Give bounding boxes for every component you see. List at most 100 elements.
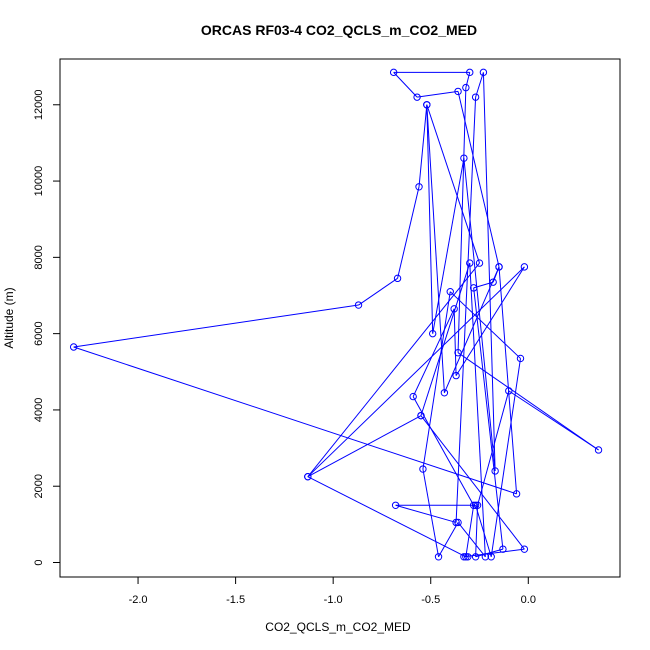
- y-tick-label: 10000: [33, 166, 45, 197]
- data-point: [471, 501, 480, 509]
- series-0-segment: [490, 358, 521, 557]
- series-0-segment: [473, 287, 504, 550]
- series-0-segment: [395, 504, 457, 523]
- series-0-segment: [449, 291, 521, 359]
- chart-title: ORCAS RF03-4 CO2_QCLS_m_CO2_MED: [201, 22, 477, 38]
- x-axis-label: CO2_QCLS_m_CO2_MED: [265, 620, 411, 634]
- data-point: [516, 354, 525, 363]
- x-tick-label: -1.5: [226, 594, 245, 606]
- series-0-segment: [307, 415, 422, 478]
- series-0-segment: [465, 72, 471, 88]
- series-0-segment: [482, 72, 496, 471]
- series-0-segment: [422, 468, 440, 557]
- series-0-segment: [358, 277, 398, 306]
- series-0-segment: [455, 97, 477, 523]
- x-axis: -2.0 -1.5 -1.0 -0.5 0.0: [129, 576, 536, 606]
- data-point: [464, 553, 472, 561]
- data-point: [428, 329, 437, 338]
- series-0-segment: [477, 390, 510, 506]
- data-point: [469, 501, 478, 509]
- data-point: [473, 501, 482, 509]
- y-tick-label: 0: [33, 559, 45, 565]
- data-point: [452, 371, 460, 380]
- y-tick-label: 2000: [33, 474, 45, 498]
- x-tick-label: -0.5: [421, 594, 440, 606]
- series-0-segment: [420, 415, 525, 550]
- data-point: [462, 553, 470, 561]
- data-point: [475, 259, 484, 267]
- data-point: [413, 93, 421, 101]
- data-point: [423, 101, 431, 109]
- data-point: [446, 287, 454, 296]
- data-point: [466, 259, 474, 267]
- series-0-segment: [307, 476, 467, 558]
- data-point: [481, 553, 490, 561]
- data-point: [304, 472, 312, 481]
- series-0-segment: [73, 304, 359, 348]
- data-point: [460, 553, 468, 561]
- data-point: [434, 553, 443, 561]
- series-0-segment: [475, 548, 504, 558]
- data-point: [440, 389, 449, 397]
- series-0-segment: [498, 266, 518, 494]
- y-tick-label: 12000: [33, 89, 45, 120]
- data-point: [460, 154, 468, 162]
- series-0-segment: [426, 104, 445, 393]
- data-point: [471, 553, 480, 561]
- data-point: [520, 545, 529, 553]
- series-0-segment: [73, 346, 517, 495]
- series-0-segment: [412, 308, 455, 397]
- data-point: [391, 501, 400, 509]
- series-0-segment: [307, 262, 480, 477]
- plot-frame: [59, 58, 621, 578]
- data-point: [409, 392, 417, 401]
- data-point: [487, 553, 495, 561]
- data-point: [505, 387, 513, 395]
- data-point: [415, 183, 423, 191]
- series-0-segment: [463, 548, 525, 558]
- data-point: [450, 305, 458, 313]
- series-0-segment: [475, 505, 479, 557]
- data-point: [495, 263, 503, 271]
- data-point: [354, 301, 363, 309]
- series-0-segment: [397, 186, 420, 279]
- x-tick-label: -2.0: [129, 594, 148, 606]
- series-0-segment: [420, 262, 471, 416]
- y-axis: 0 2000 4000 6000 8000 10000 12000: [33, 89, 61, 566]
- series-0-segment: [457, 91, 500, 268]
- data-point: [471, 93, 480, 101]
- series-0-segment: [418, 104, 428, 187]
- series-points: [69, 68, 603, 561]
- data-point: [512, 490, 521, 498]
- series-0-segment: [457, 522, 486, 558]
- series-0-segment: [393, 72, 418, 98]
- y-tick-label: 8000: [33, 245, 45, 269]
- data-point: [489, 278, 497, 286]
- data-point: [491, 467, 499, 475]
- x-tick-label: -1.0: [324, 594, 343, 606]
- data-point: [393, 274, 402, 283]
- series-0-segment: [426, 104, 480, 264]
- series-0-segment: [412, 396, 475, 506]
- data-point: [462, 83, 470, 92]
- series-0-segment: [422, 291, 451, 470]
- series-0-segment: [492, 266, 500, 283]
- series-0-segment: [475, 505, 492, 557]
- data-point: [452, 518, 460, 527]
- data-point: [389, 68, 398, 77]
- series-0-segment: [307, 266, 525, 478]
- series-0-segment: [457, 352, 599, 451]
- series-0-segment: [438, 522, 459, 558]
- y-tick-label: 4000: [33, 398, 45, 422]
- series-0-segment: [426, 104, 434, 334]
- series-0-segment: [463, 158, 496, 472]
- data-point: [454, 518, 462, 527]
- y-axis-label: Altitude (m): [2, 287, 16, 348]
- series-0-segment: [455, 266, 525, 376]
- series-0-segment: [465, 505, 475, 557]
- data-point: [69, 343, 78, 351]
- data-point: [454, 349, 462, 357]
- data-point: [469, 284, 478, 292]
- series-0-segment: [432, 158, 465, 334]
